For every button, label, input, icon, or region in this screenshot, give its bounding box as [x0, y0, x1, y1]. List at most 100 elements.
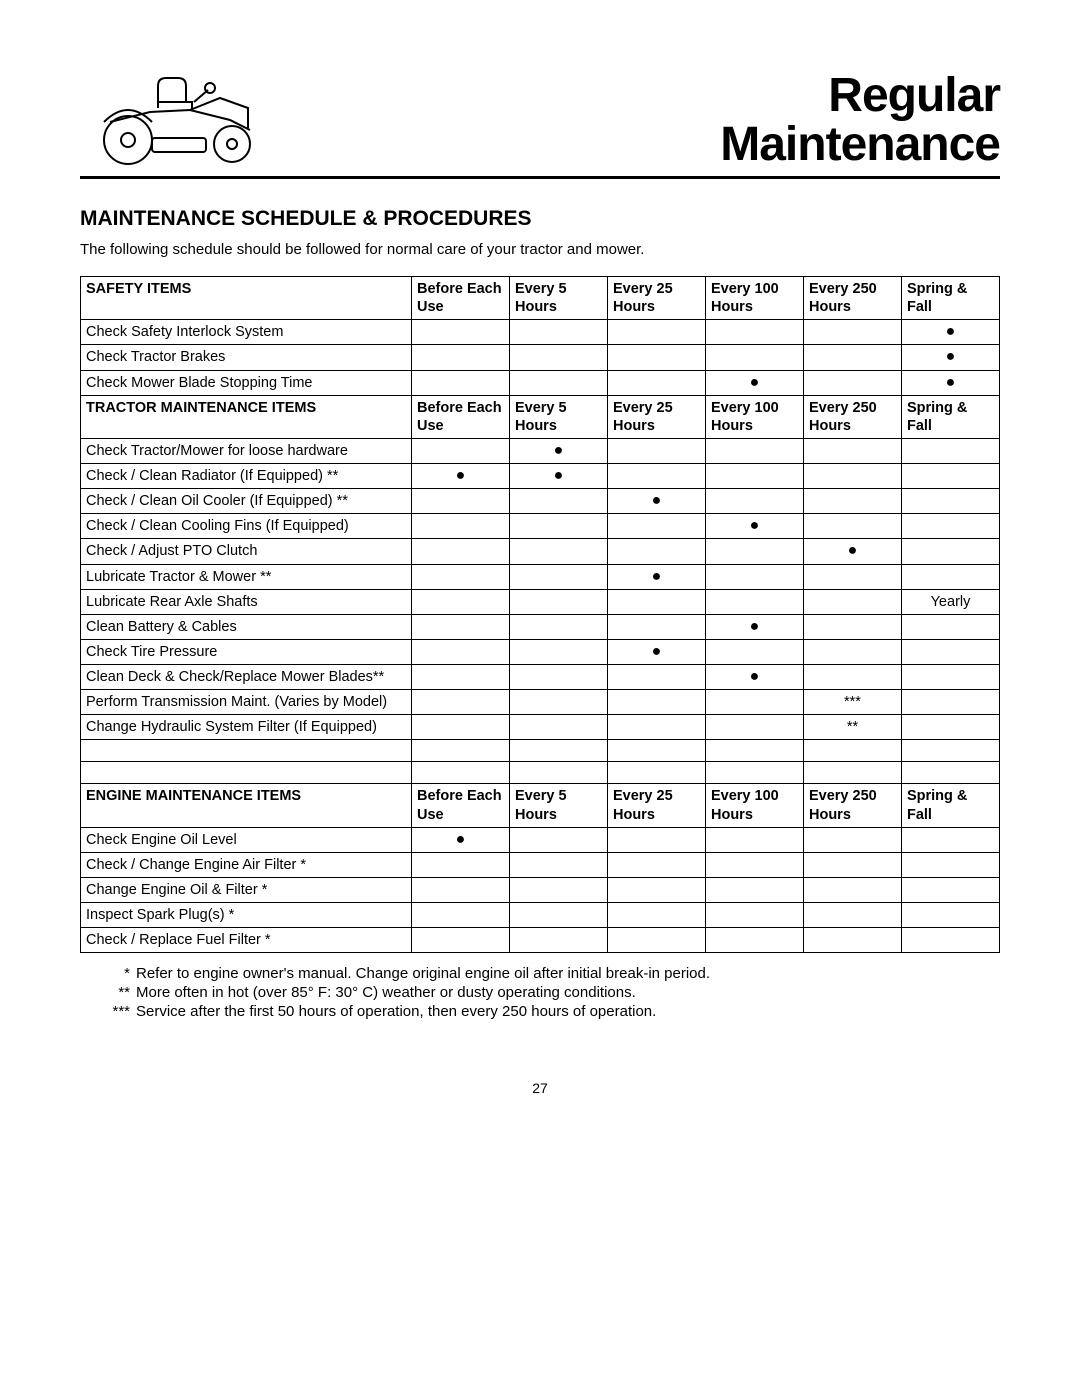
- table-row: Check / Change Engine Air Filter *: [81, 852, 1000, 877]
- interval-cell: ●: [509, 464, 607, 489]
- interval-header-cell: Every 25 Hours: [607, 784, 705, 827]
- item-label-cell: Change Engine Oil & Filter *: [81, 877, 412, 902]
- interval-cell: [901, 852, 999, 877]
- interval-cell: [901, 928, 999, 953]
- item-label-cell: Check Tractor Brakes: [81, 345, 412, 370]
- interval-header-cell: Every 100 Hours: [705, 277, 803, 320]
- interval-cell: [803, 852, 901, 877]
- item-label-cell: Clean Deck & Check/Replace Mower Blades*…: [81, 665, 412, 690]
- table-row: Clean Battery & Cables●: [81, 614, 1000, 639]
- interval-cell: [803, 438, 901, 463]
- interval-cell: [607, 852, 705, 877]
- table-row: Inspect Spark Plug(s) *: [81, 903, 1000, 928]
- interval-cell: [901, 539, 999, 564]
- interval-cell: ●: [901, 320, 999, 345]
- maintenance-schedule-table: SAFETY ITEMSBefore Each UseEvery 5 Hours…: [80, 276, 1000, 953]
- interval-cell: [705, 639, 803, 664]
- interval-cell: [411, 320, 509, 345]
- interval-cell: [705, 928, 803, 953]
- section-heading-cell: TRACTOR MAINTENANCE ITEMS: [81, 395, 412, 438]
- interval-cell: [509, 903, 607, 928]
- footnotes: *Refer to engine owner's manual. Change …: [80, 965, 1000, 1020]
- interval-cell: [411, 438, 509, 463]
- table-row: Check Tractor/Mower for loose hardware●: [81, 438, 1000, 463]
- interval-cell: ●: [411, 464, 509, 489]
- title-line-1: Regular: [720, 72, 1000, 121]
- footnote-mark: ***: [108, 1003, 130, 1020]
- interval-cell: [901, 665, 999, 690]
- table-row: Check / Replace Fuel Filter *: [81, 928, 1000, 953]
- interval-header-cell: Every 25 Hours: [607, 395, 705, 438]
- interval-cell: ●: [803, 539, 901, 564]
- interval-cell: ***: [803, 690, 901, 715]
- interval-cell: ●: [411, 827, 509, 852]
- interval-cell: [705, 715, 803, 740]
- interval-header-cell: Every 100 Hours: [705, 395, 803, 438]
- section-heading-cell: ENGINE MAINTENANCE ITEMS: [81, 784, 412, 827]
- interval-cell: [607, 928, 705, 953]
- title-line-2: Maintenance: [720, 121, 1000, 170]
- interval-cell: [803, 877, 901, 902]
- item-label-cell: Check Tire Pressure: [81, 639, 412, 664]
- interval-cell: [509, 928, 607, 953]
- interval-cell: [509, 370, 607, 395]
- interval-cell: [411, 877, 509, 902]
- item-label-cell: Check / Clean Radiator (If Equipped) **: [81, 464, 412, 489]
- interval-cell: [411, 928, 509, 953]
- item-label-cell: Lubricate Rear Axle Shafts: [81, 589, 412, 614]
- section-header-row: ENGINE MAINTENANCE ITEMSBefore Each UseE…: [81, 784, 1000, 827]
- item-label-cell: Lubricate Tractor & Mower **: [81, 564, 412, 589]
- empty-row: [81, 762, 1000, 784]
- interval-cell: [411, 614, 509, 639]
- table-row: Check Engine Oil Level●: [81, 827, 1000, 852]
- interval-header-cell: Before Each Use: [411, 277, 509, 320]
- interval-cell: [411, 639, 509, 664]
- item-label-cell: Check Safety Interlock System: [81, 320, 412, 345]
- interval-cell: [705, 827, 803, 852]
- interval-cell: [607, 877, 705, 902]
- item-label-cell: Perform Transmission Maint. (Varies by M…: [81, 690, 412, 715]
- footnote-mark: **: [108, 984, 130, 1001]
- interval-cell: [901, 514, 999, 539]
- interval-cell: [705, 564, 803, 589]
- interval-cell: ●: [607, 639, 705, 664]
- interval-cell: [705, 690, 803, 715]
- interval-cell: [803, 903, 901, 928]
- interval-cell: [509, 589, 607, 614]
- interval-cell: [607, 320, 705, 345]
- interval-cell: [803, 928, 901, 953]
- interval-cell: [901, 903, 999, 928]
- footnote-text: More often in hot (over 85° F: 30° C) we…: [136, 984, 636, 1001]
- section-header-row: TRACTOR MAINTENANCE ITEMSBefore Each Use…: [81, 395, 1000, 438]
- interval-cell: [607, 690, 705, 715]
- interval-cell: [509, 539, 607, 564]
- footnote: *Refer to engine owner's manual. Change …: [108, 965, 1000, 982]
- interval-cell: [509, 690, 607, 715]
- item-label-cell: Check / Clean Oil Cooler (If Equipped) *…: [81, 489, 412, 514]
- interval-cell: [411, 564, 509, 589]
- item-label-cell: Check / Change Engine Air Filter *: [81, 852, 412, 877]
- interval-header-cell: Every 250 Hours: [803, 277, 901, 320]
- footnote: ** More often in hot (over 85° F: 30° C) …: [108, 984, 1000, 1001]
- interval-cell: [901, 639, 999, 664]
- interval-header-cell: Spring & Fall: [901, 395, 999, 438]
- interval-cell: [705, 589, 803, 614]
- interval-cell: ●: [509, 438, 607, 463]
- interval-cell: [803, 345, 901, 370]
- interval-cell: [901, 564, 999, 589]
- table-row: Check / Clean Oil Cooler (If Equipped) *…: [81, 489, 1000, 514]
- interval-cell: [607, 464, 705, 489]
- interval-header-cell: Every 5 Hours: [509, 395, 607, 438]
- table-row: Perform Transmission Maint. (Varies by M…: [81, 690, 1000, 715]
- interval-cell: [705, 345, 803, 370]
- interval-cell: [607, 589, 705, 614]
- interval-cell: ●: [705, 665, 803, 690]
- table-row: Check Tractor Brakes ●: [81, 345, 1000, 370]
- table-row: Clean Deck & Check/Replace Mower Blades*…: [81, 665, 1000, 690]
- interval-cell: [705, 903, 803, 928]
- interval-cell: ●: [901, 345, 999, 370]
- table-row: Check / Clean Cooling Fins (If Equipped)…: [81, 514, 1000, 539]
- interval-cell: [705, 539, 803, 564]
- interval-cell: [901, 877, 999, 902]
- interval-cell: [607, 614, 705, 639]
